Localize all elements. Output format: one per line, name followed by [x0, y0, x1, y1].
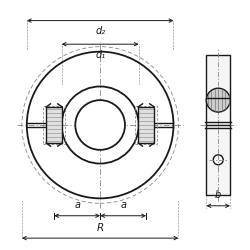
Bar [206, 56, 230, 194]
Text: b: b [215, 190, 221, 200]
Bar [135, 106, 157, 144]
Bar [43, 106, 65, 144]
Text: d₁: d₁ [95, 50, 105, 60]
Text: R: R [96, 223, 104, 233]
Bar [138, 107, 154, 143]
Bar [46, 107, 62, 143]
Circle shape [213, 155, 223, 165]
Circle shape [206, 88, 230, 112]
Bar [138, 107, 154, 143]
Text: a: a [74, 200, 80, 210]
Circle shape [75, 100, 125, 150]
Text: a: a [120, 200, 126, 210]
Circle shape [27, 52, 174, 198]
Bar [46, 107, 62, 143]
Text: d₂: d₂ [95, 26, 105, 36]
